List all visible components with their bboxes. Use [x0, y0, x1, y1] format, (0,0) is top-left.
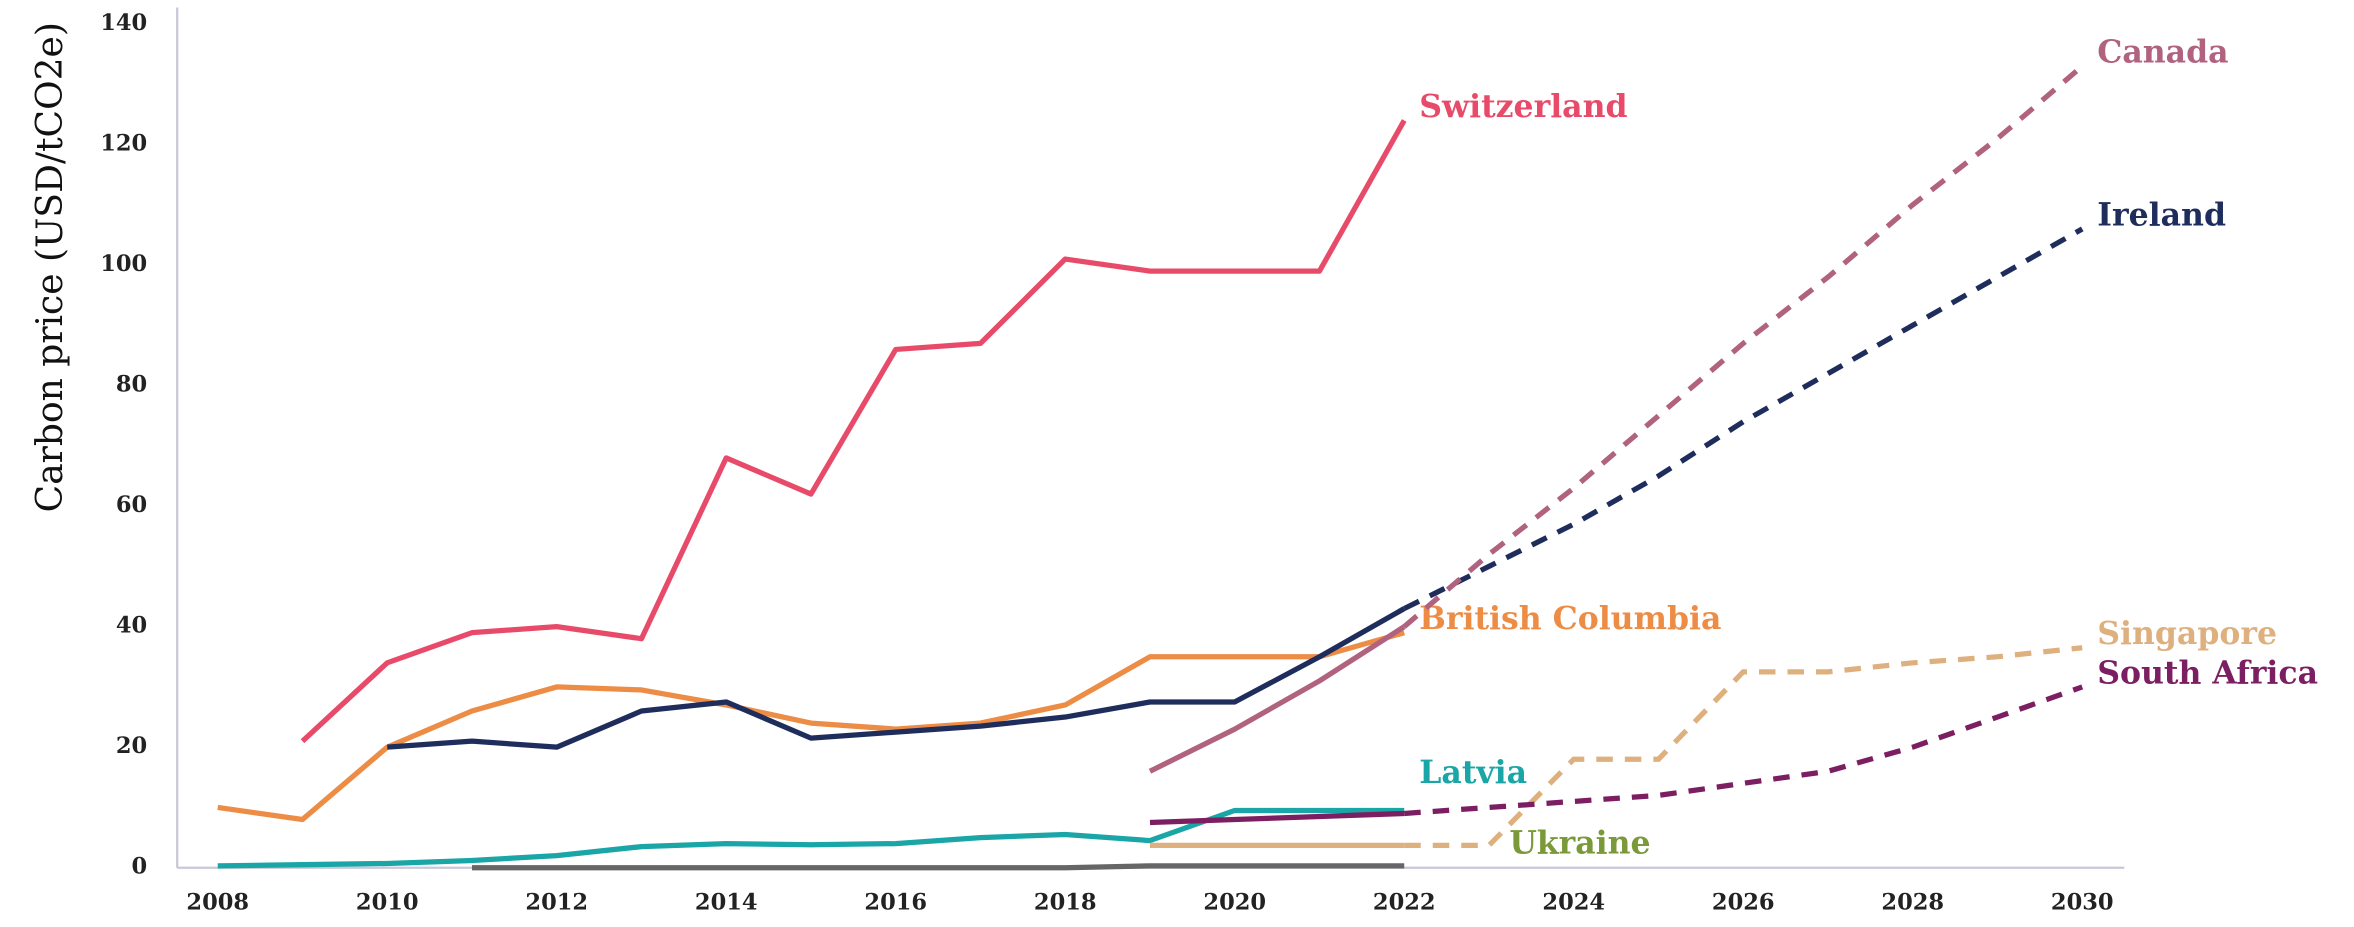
x-tick-label: 2024	[1542, 890, 1605, 916]
series-label: Switzerland	[1419, 88, 1627, 125]
series-label: Singapore	[2097, 615, 2277, 652]
x-tick-label: 2014	[695, 890, 758, 916]
series-line	[217, 630, 1405, 823]
x-tick-label: 2016	[864, 890, 927, 916]
x-tick-label: 2018	[1034, 890, 1097, 916]
x-tick-label: 2020	[1203, 890, 1266, 916]
x-tick-label: 2026	[1712, 890, 1775, 916]
x-tick-label: 2010	[356, 890, 419, 916]
y-tick-label: 0	[132, 854, 148, 880]
projection-line	[1402, 64, 2084, 629]
series-line	[387, 606, 1406, 750]
series-line	[1149, 810, 1405, 826]
x-tick-label: 2012	[525, 890, 588, 916]
x-tick-label: 2028	[1881, 890, 1944, 916]
projection-line	[1403, 226, 2084, 611]
projection-line	[1404, 645, 2083, 849]
y-tick-label: 60	[116, 492, 147, 518]
series-label: Ukraine	[1509, 824, 1650, 861]
projection-line	[1404, 684, 2084, 817]
x-tick-label: 2022	[1373, 890, 1436, 916]
x-tick-label: 2030	[2051, 890, 2114, 916]
y-axis-title: Carbon price (USD/tCO2e)	[30, 22, 71, 512]
series-line	[471, 863, 1405, 871]
y-tick-label: 140	[100, 10, 147, 36]
series-line	[1148, 624, 1406, 774]
series-label: British Columbia	[1419, 600, 1721, 637]
y-tick-label: 100	[100, 251, 147, 277]
series-label: South Africa	[2097, 654, 2318, 691]
x-tick-label: 2008	[186, 890, 249, 916]
y-tick-label: 80	[116, 372, 147, 398]
series-label: Latvia	[1419, 754, 1527, 791]
y-tick-label: 40	[116, 613, 147, 639]
series-line	[300, 119, 1407, 744]
series-label: Ireland	[2097, 196, 2226, 233]
series-label: Canada	[2097, 34, 2228, 71]
y-tick-label: 20	[116, 733, 147, 759]
y-tick-label: 120	[100, 131, 147, 157]
